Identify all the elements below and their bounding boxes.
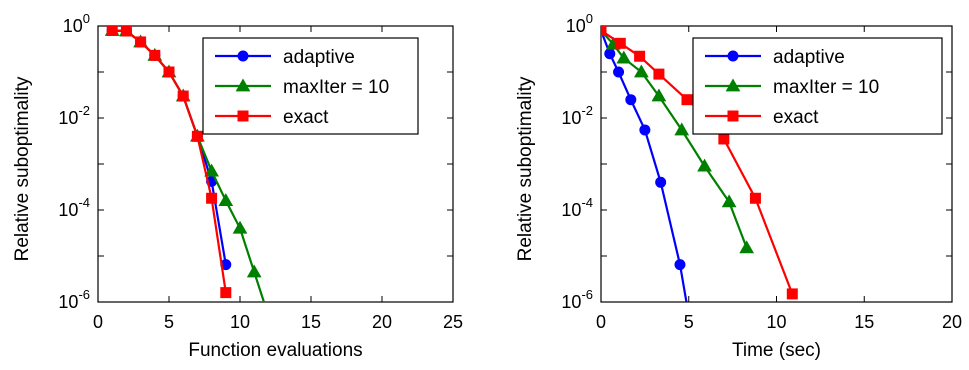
data-point xyxy=(604,48,616,60)
legend-entry: adaptive xyxy=(773,47,845,68)
x-tick-label: 0 xyxy=(93,312,103,332)
data-point xyxy=(718,133,730,145)
x-tick-label: 15 xyxy=(854,312,874,332)
data-point xyxy=(191,130,203,142)
legend-entry: exact xyxy=(283,107,329,128)
y-tick-label: 100 xyxy=(63,11,90,36)
x-tick-label: 10 xyxy=(230,312,250,332)
data-point xyxy=(149,49,161,61)
data-point xyxy=(616,50,632,64)
data-point xyxy=(206,192,218,204)
data-point xyxy=(674,259,686,271)
legend-marker xyxy=(725,78,741,92)
data-point xyxy=(739,240,755,254)
x-tick-label: 15 xyxy=(301,312,321,332)
data-point xyxy=(163,66,175,78)
x-axis-label: Function evaluations xyxy=(188,340,362,361)
y-tick-label: 10-4 xyxy=(58,195,90,220)
legend-marker xyxy=(727,50,739,62)
data-point xyxy=(232,220,248,234)
data-point xyxy=(634,64,649,78)
series-circle xyxy=(601,26,688,302)
data-point xyxy=(613,66,625,78)
data-point xyxy=(106,26,118,36)
data-point xyxy=(674,122,690,136)
y-axis-label: Relative suboptimality xyxy=(515,76,536,261)
legend: adaptive maxIter = 10 exact xyxy=(202,37,419,135)
data-point xyxy=(246,264,262,278)
y-tick-label: 10-6 xyxy=(561,287,593,312)
data-point xyxy=(204,163,219,177)
y-tick-label: 10-6 xyxy=(58,287,90,312)
legend: adaptive maxIter = 10 exact xyxy=(692,37,943,135)
legend-entry: exact xyxy=(773,107,819,128)
data-point xyxy=(749,192,761,204)
data-point xyxy=(651,88,667,102)
x-tick-label: 20 xyxy=(372,312,392,332)
x-tick-label: 25 xyxy=(443,312,463,332)
data-point xyxy=(120,26,132,37)
data-point xyxy=(639,124,651,136)
data-point xyxy=(697,158,712,172)
data-point xyxy=(614,37,626,49)
data-point xyxy=(218,193,234,206)
x-tick-label: 0 xyxy=(596,312,606,332)
y-axis-label: Relative suboptimality xyxy=(12,76,33,261)
data-point xyxy=(177,90,189,102)
y-tick-label: 10-2 xyxy=(58,103,90,128)
x-tick-label: 10 xyxy=(766,312,786,332)
data-point xyxy=(135,36,147,48)
data-point xyxy=(601,26,607,36)
y-tick-label: 10-2 xyxy=(561,103,593,128)
chart-right-time: 0 5 10 15 20 100 10-2 10-4 10-6 Time (sec) Relativ… xyxy=(515,11,962,361)
y-tick-label: 100 xyxy=(566,11,593,36)
x-axis-label: Time (sec) xyxy=(732,340,821,361)
x-tick-label: 5 xyxy=(164,312,174,332)
legend-entry: maxIter = 10 xyxy=(283,77,389,98)
chart-left-function-evaluations: 0 5 10 15 20 25 100 10-2 10-4 10-6 Function evalua… xyxy=(12,11,463,361)
data-point xyxy=(655,176,667,188)
x-tick-label: 5 xyxy=(684,312,694,332)
data-point xyxy=(721,194,737,208)
data-point xyxy=(653,68,665,80)
data-point xyxy=(220,287,232,299)
legend-marker xyxy=(237,110,249,122)
series-square xyxy=(106,26,232,299)
data-point xyxy=(786,288,798,300)
x-tick-label: 20 xyxy=(942,312,962,332)
legend-marker xyxy=(235,78,251,92)
legend-marker xyxy=(237,50,249,62)
data-point xyxy=(625,94,637,106)
data-point xyxy=(634,50,646,62)
legend-marker xyxy=(727,110,739,122)
legend-entry: maxIter = 10 xyxy=(773,77,879,98)
legend-entry: adaptive xyxy=(283,47,355,68)
y-tick-label: 10-4 xyxy=(561,195,593,220)
data-point xyxy=(681,94,693,106)
